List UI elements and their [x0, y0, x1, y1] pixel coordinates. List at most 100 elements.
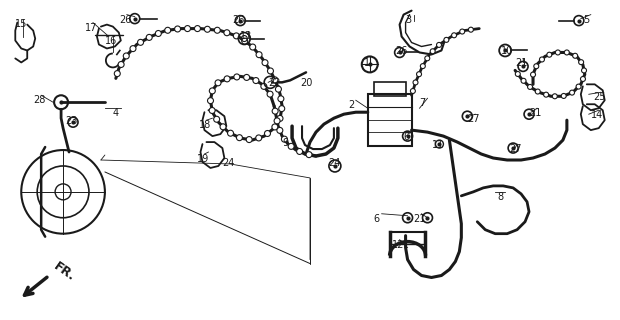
Circle shape	[459, 29, 465, 34]
Text: FR.: FR.	[51, 260, 78, 284]
Circle shape	[175, 26, 180, 32]
Circle shape	[544, 92, 549, 97]
Text: 3: 3	[405, 15, 412, 25]
Text: 21: 21	[529, 108, 541, 118]
Circle shape	[224, 76, 230, 82]
Circle shape	[156, 30, 161, 36]
Circle shape	[535, 89, 540, 94]
Circle shape	[561, 93, 566, 99]
Text: 11: 11	[432, 140, 444, 150]
Text: 19: 19	[197, 154, 209, 164]
Circle shape	[552, 94, 557, 99]
Text: 27: 27	[467, 114, 480, 124]
Text: 21: 21	[515, 59, 528, 68]
Circle shape	[288, 143, 294, 149]
Text: 26: 26	[396, 46, 408, 57]
Circle shape	[451, 33, 456, 38]
Circle shape	[528, 84, 533, 89]
Text: 10: 10	[501, 46, 513, 57]
Circle shape	[255, 135, 262, 141]
Circle shape	[220, 124, 226, 130]
Circle shape	[279, 106, 285, 112]
Circle shape	[534, 64, 539, 69]
Circle shape	[267, 91, 273, 97]
Circle shape	[246, 137, 252, 142]
Circle shape	[444, 37, 449, 42]
Circle shape	[436, 43, 441, 47]
Circle shape	[205, 26, 210, 32]
Text: 21: 21	[414, 214, 426, 224]
Text: 23: 23	[65, 116, 78, 126]
Text: 12: 12	[392, 240, 404, 250]
Circle shape	[306, 152, 312, 158]
Circle shape	[531, 72, 536, 77]
Text: 14: 14	[591, 110, 603, 120]
Circle shape	[272, 124, 278, 130]
Circle shape	[233, 33, 239, 39]
Circle shape	[278, 96, 284, 102]
Circle shape	[261, 84, 267, 89]
Circle shape	[547, 52, 552, 57]
Text: 18: 18	[198, 120, 211, 130]
Circle shape	[123, 53, 129, 59]
Circle shape	[250, 44, 255, 50]
Circle shape	[262, 60, 268, 66]
Circle shape	[114, 71, 120, 76]
Circle shape	[214, 116, 219, 122]
Text: 9: 9	[282, 138, 288, 148]
Text: 28: 28	[33, 95, 46, 105]
Circle shape	[564, 50, 569, 55]
Circle shape	[165, 27, 171, 33]
Circle shape	[210, 88, 215, 94]
Text: 16: 16	[105, 36, 117, 45]
Circle shape	[215, 80, 221, 86]
Circle shape	[425, 56, 430, 61]
Circle shape	[277, 116, 283, 121]
Text: 26: 26	[232, 15, 245, 25]
Circle shape	[576, 84, 581, 89]
Circle shape	[410, 89, 415, 93]
Text: 27: 27	[509, 144, 521, 154]
Circle shape	[578, 60, 583, 65]
Circle shape	[138, 39, 144, 45]
Text: 13: 13	[241, 31, 252, 41]
Circle shape	[130, 46, 136, 52]
Circle shape	[521, 78, 526, 83]
Text: 4: 4	[113, 108, 119, 118]
Text: 24: 24	[223, 158, 235, 168]
Circle shape	[582, 68, 587, 73]
Text: 22: 22	[268, 78, 281, 88]
Circle shape	[275, 86, 281, 92]
Circle shape	[234, 74, 240, 80]
Circle shape	[242, 38, 248, 44]
Text: 17: 17	[85, 23, 97, 33]
Circle shape	[146, 35, 152, 40]
Text: 1: 1	[364, 59, 370, 68]
Circle shape	[272, 77, 278, 83]
Circle shape	[272, 108, 278, 114]
Circle shape	[215, 27, 220, 33]
Circle shape	[185, 26, 190, 32]
Text: 8: 8	[497, 192, 503, 202]
Circle shape	[208, 98, 213, 104]
Circle shape	[469, 27, 474, 32]
Circle shape	[224, 30, 230, 36]
Text: 24: 24	[328, 158, 340, 168]
Bar	[368, 94, 412, 146]
Text: 6: 6	[404, 132, 410, 142]
Text: 5: 5	[583, 15, 589, 25]
Circle shape	[274, 118, 280, 124]
Circle shape	[420, 64, 425, 68]
Text: 26: 26	[119, 15, 131, 25]
Circle shape	[195, 26, 200, 32]
Circle shape	[573, 53, 578, 58]
Circle shape	[265, 131, 270, 136]
Circle shape	[267, 68, 273, 74]
Text: 25: 25	[593, 92, 605, 102]
Circle shape	[277, 127, 283, 133]
Circle shape	[430, 49, 435, 54]
Circle shape	[539, 57, 544, 62]
Circle shape	[228, 130, 234, 136]
Circle shape	[118, 61, 124, 68]
Text: 2: 2	[348, 100, 354, 110]
